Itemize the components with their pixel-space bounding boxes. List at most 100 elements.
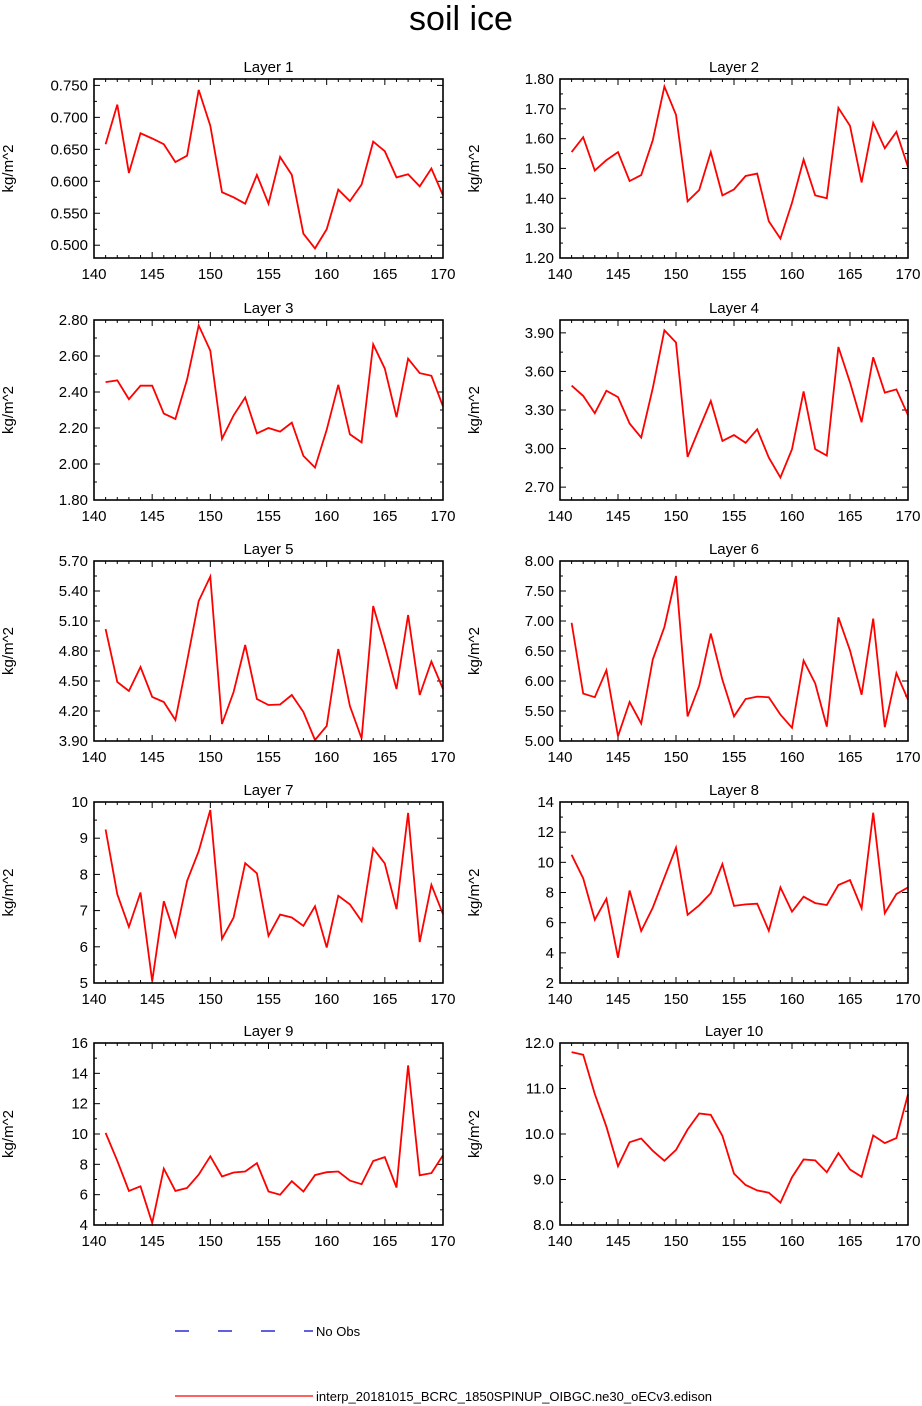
- y-tick-label: 11.0: [526, 1081, 554, 1098]
- y-tick-label: 8: [80, 866, 88, 883]
- y-tick-label: 6: [546, 915, 554, 932]
- panel-layer-9: Layer 9 kg/m^2 140 145 150 155 160 165 170 4 6 8 10 1…: [0, 1023, 456, 1250]
- y-tick-label: 2.80: [59, 312, 88, 329]
- panel-title: Layer 5: [243, 541, 293, 558]
- y-tick-label: 9.0: [533, 1172, 554, 1189]
- y-tick-label: 2.70: [525, 479, 554, 496]
- x-tick-label: 160: [314, 266, 339, 283]
- x-tick-label: 160: [779, 1233, 804, 1250]
- x-tick-label: 140: [547, 508, 572, 525]
- x-tick-label: 170: [895, 749, 920, 766]
- y-tick-label: 9: [80, 830, 88, 847]
- y-tick-label: 0.550: [50, 205, 88, 222]
- x-tick-label: 140: [547, 266, 572, 283]
- x-tick-label: 140: [81, 1233, 106, 1250]
- y-tick-label: 14: [71, 1065, 88, 1082]
- x-tick-label: 160: [314, 991, 339, 1008]
- panel-title: Layer 3: [243, 300, 293, 317]
- x-tick-label: 170: [430, 749, 455, 766]
- series-line: [571, 1051, 909, 1205]
- panel-layer-10: Layer 10 kg/m^2 140 145 150 155 160 165 170 8.0 9.…: [466, 1023, 921, 1250]
- y-tick-label: 6: [80, 1187, 88, 1204]
- x-tick-label: 170: [430, 508, 455, 525]
- y-tick-label: 2: [546, 975, 554, 992]
- x-tick-label: 140: [547, 749, 572, 766]
- plot-frame: [93, 801, 444, 984]
- x-tick-label: 160: [779, 991, 804, 1008]
- y-tick-label: 3.00: [525, 441, 554, 458]
- y-tick-label: 0.700: [50, 109, 88, 126]
- y-tick-label: 12.0: [525, 1035, 554, 1052]
- panel-title: Layer 2: [709, 59, 759, 76]
- x-tick-label: 165: [837, 508, 862, 525]
- x-tick-label: 165: [372, 749, 397, 766]
- panel-layer-6: Layer 6 kg/m^2 140 145 150 155 160 165 170 5.00 5.…: [466, 541, 921, 766]
- plot-frame: [93, 1042, 444, 1226]
- y-tick-label: 10: [537, 854, 554, 871]
- y-tick-label: 2.40: [59, 384, 88, 401]
- plot-frame: [93, 560, 444, 742]
- y-tick-label: 5.50: [525, 703, 554, 720]
- y-tick-label: 12: [537, 824, 554, 841]
- y-tick-label: 5.10: [59, 613, 88, 630]
- y-tick-label: 1.80: [59, 492, 88, 509]
- x-tick-label: 155: [721, 991, 746, 1008]
- x-tick-label: 170: [895, 1233, 920, 1250]
- y-tick-label: 5.70: [59, 553, 88, 570]
- x-tick-label: 165: [372, 508, 397, 525]
- y-tick-label: 4: [80, 1217, 88, 1234]
- x-tick-label: 155: [256, 749, 281, 766]
- x-tick-label: 150: [198, 266, 223, 283]
- x-tick-label: 145: [605, 508, 630, 525]
- y-tick-label: 0.600: [50, 173, 88, 190]
- y-tick-label: 8.00: [525, 553, 554, 570]
- x-tick-label: 160: [779, 266, 804, 283]
- y-axis-label: kg/m^2: [466, 627, 483, 675]
- panel-title: Layer 4: [709, 300, 759, 317]
- x-tick-label: 150: [198, 508, 223, 525]
- y-axis-label: kg/m^2: [0, 627, 17, 675]
- x-tick-label: 160: [314, 1233, 339, 1250]
- y-tick-label: 6: [80, 939, 88, 956]
- x-tick-label: 155: [256, 1233, 281, 1250]
- x-tick-label: 150: [663, 508, 688, 525]
- x-tick-label: 150: [198, 749, 223, 766]
- y-tick-label: 6.00: [525, 673, 554, 690]
- x-tick-label: 170: [895, 991, 920, 1008]
- panel-layer-1: Layer 1 kg/m^2 140 145 150 155 160 165 170 0.500 0…: [0, 59, 456, 283]
- x-tick-label: 160: [314, 749, 339, 766]
- x-tick-label: 145: [605, 1233, 630, 1250]
- x-tick-label: 145: [605, 991, 630, 1008]
- x-tick-label: 150: [198, 991, 223, 1008]
- x-tick-label: 150: [663, 749, 688, 766]
- x-tick-label: 155: [721, 749, 746, 766]
- x-tick-label: 145: [140, 749, 165, 766]
- x-tick-label: 145: [140, 991, 165, 1008]
- series-line: [570, 812, 909, 958]
- panel-layer-3: Layer 3 kg/m^2 140 145 150 155 160 165 170 1.80 2.…: [0, 300, 456, 525]
- y-tick-label: 8: [80, 1156, 88, 1173]
- x-tick-label: 140: [547, 991, 572, 1008]
- panel-layer-4: Layer 4 kg/m^2 140 145 150 155 160 165 170 2.70 3.…: [466, 300, 921, 525]
- panel-title: Layer 7: [243, 782, 293, 799]
- y-tick-label: 7: [80, 903, 88, 920]
- x-tick-label: 165: [837, 1233, 862, 1250]
- x-tick-label: 155: [721, 1233, 746, 1250]
- y-tick-label: 2.20: [59, 420, 88, 437]
- x-tick-label: 160: [314, 508, 339, 525]
- y-tick-label: 5.40: [59, 583, 88, 600]
- y-tick-label: 4.80: [59, 643, 88, 660]
- series-line: [104, 573, 444, 742]
- plot-frame: [559, 560, 909, 742]
- series-line: [104, 89, 444, 250]
- panel-layer-2: Layer 2 kg/m^2 140 145 150 155 160 165 170 1.20 1.…: [466, 59, 921, 283]
- y-tick-label: 0.650: [50, 141, 88, 158]
- plot-frame: [93, 319, 444, 501]
- y-tick-label: 4: [546, 945, 554, 962]
- x-tick-label: 155: [721, 266, 746, 283]
- x-tick-label: 145: [140, 266, 165, 283]
- y-tick-label: 2.00: [59, 456, 88, 473]
- x-tick-label: 145: [140, 1233, 165, 1250]
